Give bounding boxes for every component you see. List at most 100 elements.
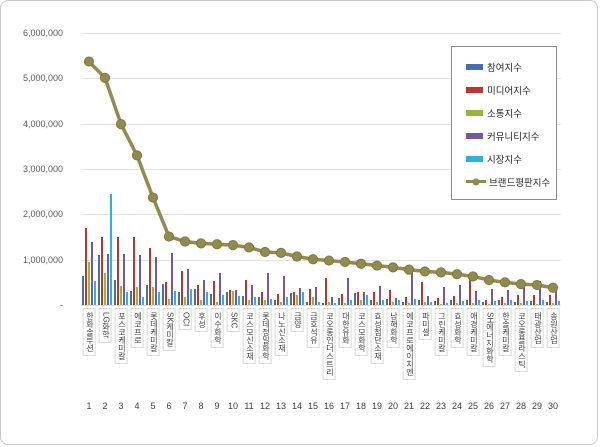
bar-market-index [238,295,240,305]
category-column [113,33,129,305]
bar-communication-index [280,302,282,305]
category-label: 효성화학 [450,308,464,348]
bar-market-index [174,290,176,305]
bar-media-index [485,299,487,305]
bar-communication-index [296,295,298,305]
category-rank-number: 8 [198,401,204,411]
bar-communication-index [472,302,474,305]
bar-communication-index [328,302,330,305]
category-rank-number: 1 [86,401,92,411]
category-rank-number: 3 [118,401,124,411]
category-rank-number: 23 [435,401,446,411]
category-label: 에코프로 [130,308,144,348]
category-column [465,33,481,305]
category-label: 남해화학 [386,308,400,348]
bar-participation-index [466,299,468,305]
category-label: 나노신소재 [274,308,288,356]
bar-participation-index [178,292,180,305]
category-column [417,33,433,305]
category-column [385,33,401,305]
category-label: 롯데정밀화학 [258,308,272,364]
bar-community-index [507,289,509,305]
bar-media-index [437,298,439,305]
line-marker-brand-reputation-index [195,238,207,249]
bar-community-index [395,298,397,305]
bar-media-index [117,236,119,305]
bar-community-index [523,286,525,305]
line-marker-brand-reputation-index [435,267,447,278]
legend-item-community-index: 커뮤니티지수 [466,124,556,147]
bar-market-index [286,297,288,305]
bar-communication-index [200,300,202,305]
bar-communication-index [152,286,154,305]
bar-market-index [94,281,96,305]
legend-item-participation-index: 참여지수 [466,55,556,78]
bar-community-index [219,273,221,305]
bar-media-index [133,237,135,305]
line-marker-brand-reputation-index [371,260,383,271]
bar-communication-index [536,303,538,305]
bar-community-index [203,280,205,305]
category-column [305,33,321,305]
bar-media-index [165,282,167,305]
category-column [321,33,337,305]
category-rank-number: 13 [275,401,286,411]
legend-swatch-media-index [466,86,483,93]
category-column [257,33,273,305]
category-column [161,33,177,305]
bar-participation-index [290,293,292,305]
line-marker-brand-reputation-index [163,231,175,242]
bar-community-index [459,284,461,305]
category-rank-number: 5 [150,401,156,411]
bar-participation-index [306,302,308,305]
line-marker-brand-reputation-index [419,266,431,277]
bar-market-index [366,295,368,305]
bar-community-index [379,286,381,305]
bar-participation-index [146,284,148,305]
line-marker-brand-reputation-index [547,282,559,293]
line-marker-brand-reputation-index [483,274,495,286]
y-axis-tick-label: 4,000,000 [22,118,63,129]
category-column [193,33,209,305]
bar-participation-index [370,300,372,305]
gridline [81,214,561,216]
line-marker-brand-reputation-index [499,277,511,288]
bar-participation-index [450,300,452,305]
bar-market-index [478,299,480,305]
category-label: 롯데케미칼 [146,308,160,356]
category-label: 대한유화 [338,308,352,348]
category-label: 금호석유 [306,308,320,348]
category-rank-number: 21 [403,401,414,411]
legend-label: 시장지수 [487,154,522,166]
bar-communication-index [168,299,170,305]
legend-marker-brand-reputation-index [472,178,480,185]
gridline [81,33,561,34]
bar-communication-index [216,302,218,305]
bar-communication-index [104,273,106,305]
category-label: 포스코케미칼 [114,308,128,364]
bar-community-index [155,257,157,305]
category-rank-number: 19 [371,401,382,411]
bar-media-index [533,294,535,305]
bar-participation-index [514,301,516,305]
category-column [81,33,97,305]
line-marker-brand-reputation-index [323,255,335,266]
y-axis-tick-label: 6,000,000 [22,28,63,38]
plot-area [81,33,561,306]
bar-market-index [510,300,512,305]
bar-media-index [245,280,247,305]
bar-media-index [293,291,295,305]
bar-market-index [158,292,160,305]
category-rank-number: 15 [307,401,318,411]
bar-community-index [315,287,317,305]
category-column [529,33,545,305]
category-rank-number: 22 [419,401,430,411]
bar-community-index [187,269,189,305]
bar-participation-index [82,276,84,305]
category-column [401,33,417,305]
bar-communication-index [360,299,362,305]
gridline [81,305,561,306]
line-marker-brand-reputation-index [227,240,239,251]
line-marker-brand-reputation-index [211,239,223,250]
